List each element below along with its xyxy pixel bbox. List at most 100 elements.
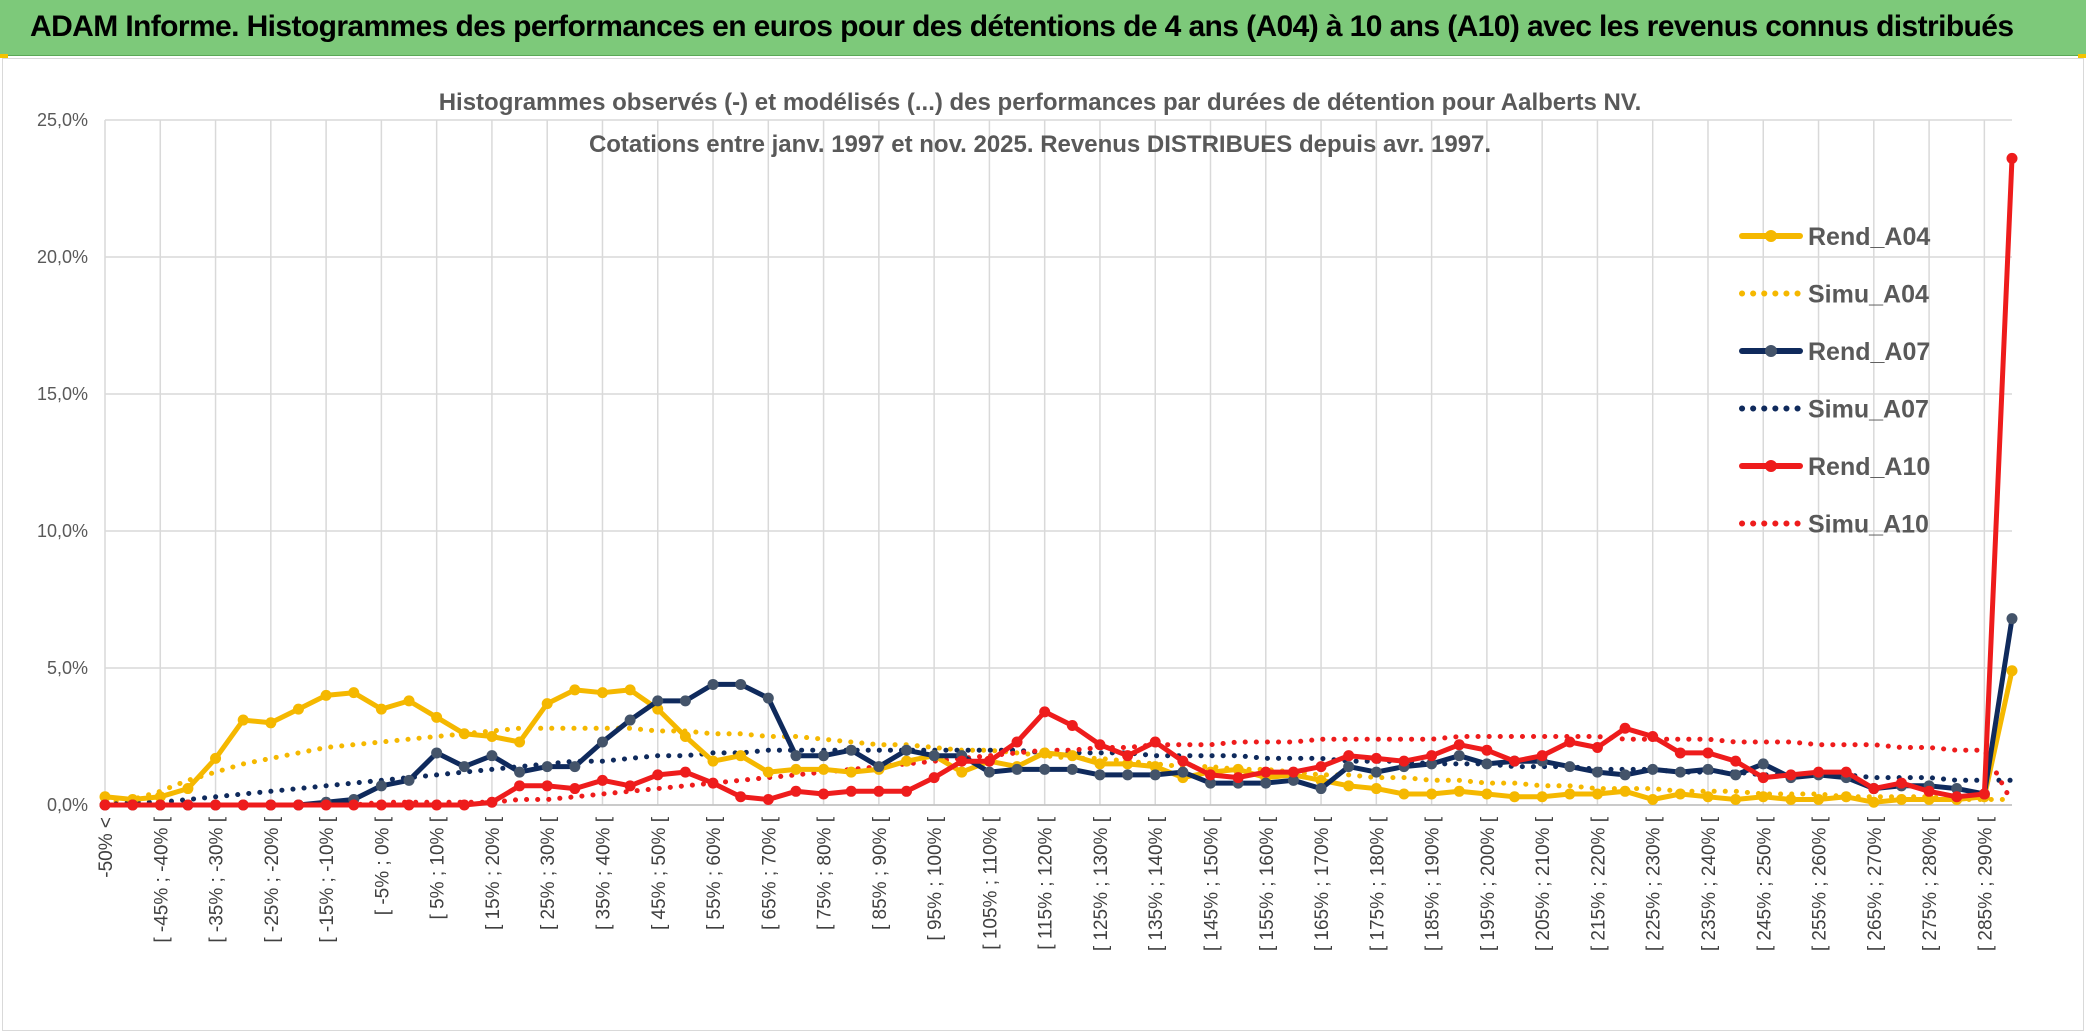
data-point [2006, 152, 2018, 164]
data-point [900, 744, 912, 756]
x-tick-label: [ 125% ; 130% [ [1091, 816, 1112, 951]
data-point [983, 755, 995, 767]
series-line-Rend_A04 [102, 668, 2015, 805]
legend-item-Rend_A10: Rend_A10 [1739, 453, 1930, 481]
data-point [1343, 761, 1355, 773]
x-tick-label: [ 115% ; 120% [ [1036, 816, 1057, 949]
data-point [99, 791, 111, 803]
data-point [1232, 772, 1244, 784]
y-tick-label: 25,0% [37, 110, 88, 130]
data-point [1066, 763, 1078, 775]
data-point [1315, 774, 1327, 786]
data-point [210, 799, 222, 811]
data-point [596, 687, 608, 699]
data-point [431, 799, 443, 811]
legend: Rend_A04 Simu_A04 Rend_A07 Simu_A07 Rend_A10… [1739, 223, 1930, 539]
data-point [624, 684, 636, 696]
data-point [431, 711, 443, 723]
x-tick-label: [ 155% ; 160% [ [1257, 816, 1278, 951]
data-point [265, 799, 277, 811]
data-point [182, 783, 194, 795]
x-tick-label: [ 25% ; 30% [ [538, 816, 559, 930]
series-Simu_A04 [102, 725, 2015, 805]
x-tick-label: [ 135% ; 140% [ [1146, 816, 1167, 951]
data-point [1287, 774, 1299, 786]
data-point [541, 780, 553, 792]
data-point [679, 695, 691, 707]
data-point [2006, 613, 2018, 625]
data-point [735, 750, 747, 762]
data-point [1978, 788, 1990, 800]
data-point [1840, 791, 1852, 803]
series-line-Simu_A10 [102, 734, 2015, 808]
legend-label: Rend_A04 [1808, 223, 1930, 251]
data-point [818, 750, 830, 762]
data-point [596, 736, 608, 748]
data-point [1619, 785, 1631, 797]
data-point [1702, 791, 1714, 803]
data-point [928, 772, 940, 784]
data-point [1315, 761, 1327, 773]
data-point [375, 799, 387, 811]
x-tick-label: [ -5% ; 0% [ [372, 816, 393, 915]
x-tick-label: [ 45% ; 50% [ [649, 816, 670, 930]
data-point [569, 761, 581, 773]
data-point [1895, 794, 1907, 806]
x-tick-label: -50% < [96, 817, 117, 878]
legend-item-Simu_A07: Simu_A07 [1739, 396, 1929, 424]
data-point [624, 714, 636, 726]
data-point [154, 791, 166, 803]
series-Rend_A10 [99, 152, 2018, 811]
data-point [1453, 739, 1465, 751]
legend-marker [1765, 460, 1777, 472]
data-point [1453, 750, 1465, 762]
x-tick-label: [ 85% ; 90% [ [870, 816, 891, 930]
legend-label: Simu_A07 [1808, 396, 1929, 424]
legend-item-Simu_A04: Simu_A04 [1739, 281, 1929, 309]
data-point [348, 687, 360, 699]
data-point [818, 763, 830, 775]
x-tick-label: [ 55% ; 60% [ [704, 816, 725, 930]
data-point [1564, 736, 1576, 748]
data-point [541, 761, 553, 773]
data-point [1149, 761, 1161, 773]
data-point [1343, 750, 1355, 762]
data-point [1868, 796, 1880, 808]
data-point [1039, 747, 1051, 759]
data-point [1232, 763, 1244, 775]
data-point [596, 774, 608, 786]
data-point [1011, 736, 1023, 748]
x-tick-label: [ -15% ; -10% [ [317, 816, 338, 942]
data-point [486, 731, 498, 742]
data-point [403, 774, 415, 786]
data-point [375, 780, 387, 792]
data-point [403, 695, 415, 707]
x-tick-label: [ 175% ; 180% [ [1367, 816, 1388, 951]
data-point [790, 750, 802, 762]
data-point [458, 728, 470, 740]
data-point [1785, 769, 1797, 781]
data-point [1757, 772, 1769, 784]
data-point [569, 684, 581, 696]
data-point [1426, 758, 1438, 770]
data-point [1757, 758, 1769, 770]
x-tick-label: [ 285% ; 290% [ [1975, 816, 1996, 951]
data-point [1647, 763, 1659, 775]
data-point [1895, 777, 1907, 789]
data-point [1536, 750, 1548, 762]
data-point [1509, 755, 1521, 767]
data-point [1757, 791, 1769, 803]
data-point [1647, 794, 1659, 806]
data-point [486, 750, 498, 762]
y-tick-label: 0,0% [47, 795, 88, 815]
legend-marker [1765, 230, 1777, 242]
data-point [1039, 763, 1051, 775]
data-point [1536, 791, 1548, 803]
x-tick-label: [ 185% ; 190% [ [1423, 816, 1444, 951]
data-point [624, 780, 636, 792]
x-tick-label: [ 15% ; 20% [ [483, 816, 504, 930]
data-point [1730, 794, 1742, 806]
chart-title-line-2: Cotations entre janv. 1997 et nov. 2025.… [589, 131, 1491, 158]
x-tick-label: [ 65% ; 70% [ [759, 816, 780, 930]
